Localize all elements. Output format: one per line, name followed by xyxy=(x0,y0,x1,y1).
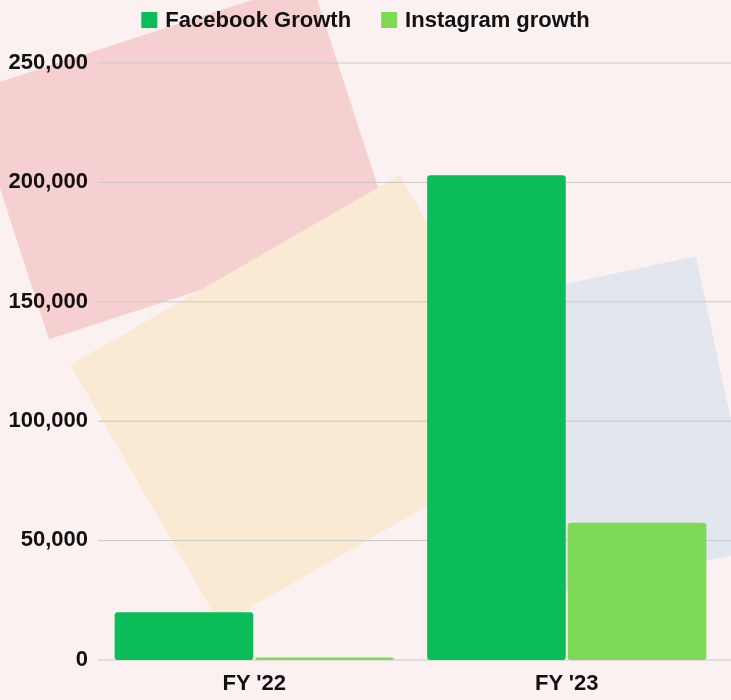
legend: Facebook Growth Instagram growth xyxy=(141,7,589,32)
y-tick-label: 0 xyxy=(76,646,88,671)
grid-line xyxy=(98,182,731,183)
grid-line xyxy=(98,63,731,64)
x-tick-label: FY '22 xyxy=(222,670,286,695)
legend-label: Facebook Growth xyxy=(165,7,351,32)
bar xyxy=(568,523,707,660)
y-tick-label: 100,000 xyxy=(8,407,88,432)
chart: FY '22 FY '23 0 50,000 100,000 150,000 200,000… xyxy=(0,0,731,700)
grid xyxy=(98,63,731,660)
bar xyxy=(427,175,566,660)
y-tick-label: 150,000 xyxy=(8,288,88,313)
grid-line xyxy=(98,421,731,422)
bars xyxy=(115,175,707,660)
bar xyxy=(255,658,394,660)
y-tick-label: 50,000 xyxy=(21,526,88,551)
legend-swatch xyxy=(141,12,157,28)
x-tick-label: FY '23 xyxy=(535,670,599,695)
legend-label: Instagram growth xyxy=(405,7,590,32)
bar xyxy=(115,612,254,660)
y-tick-label: 250,000 xyxy=(8,49,88,74)
legend-swatch xyxy=(381,12,397,28)
y-tick-label: 200,000 xyxy=(8,168,88,193)
grid-line xyxy=(98,301,731,302)
